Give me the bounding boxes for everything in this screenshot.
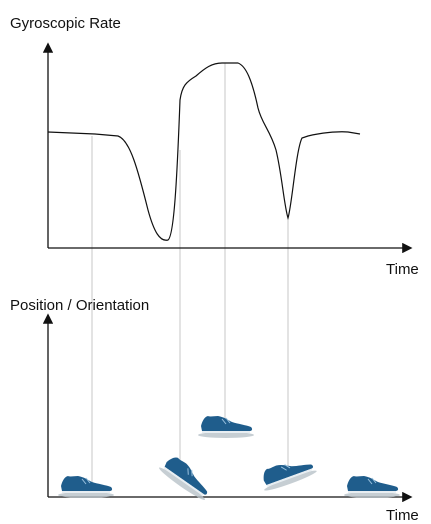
shoe-icon <box>156 451 217 503</box>
gyro-curve <box>47 62 361 241</box>
shoe-icon <box>197 415 255 439</box>
shoe-icon <box>57 475 115 499</box>
x-axis-label: Time <box>386 261 419 278</box>
panel-title: Gyroscopic Rate <box>10 15 121 32</box>
shoe-icon <box>343 475 401 499</box>
x-axis-label: Time <box>386 507 419 524</box>
panel-title: Position / Orientation <box>10 297 149 314</box>
